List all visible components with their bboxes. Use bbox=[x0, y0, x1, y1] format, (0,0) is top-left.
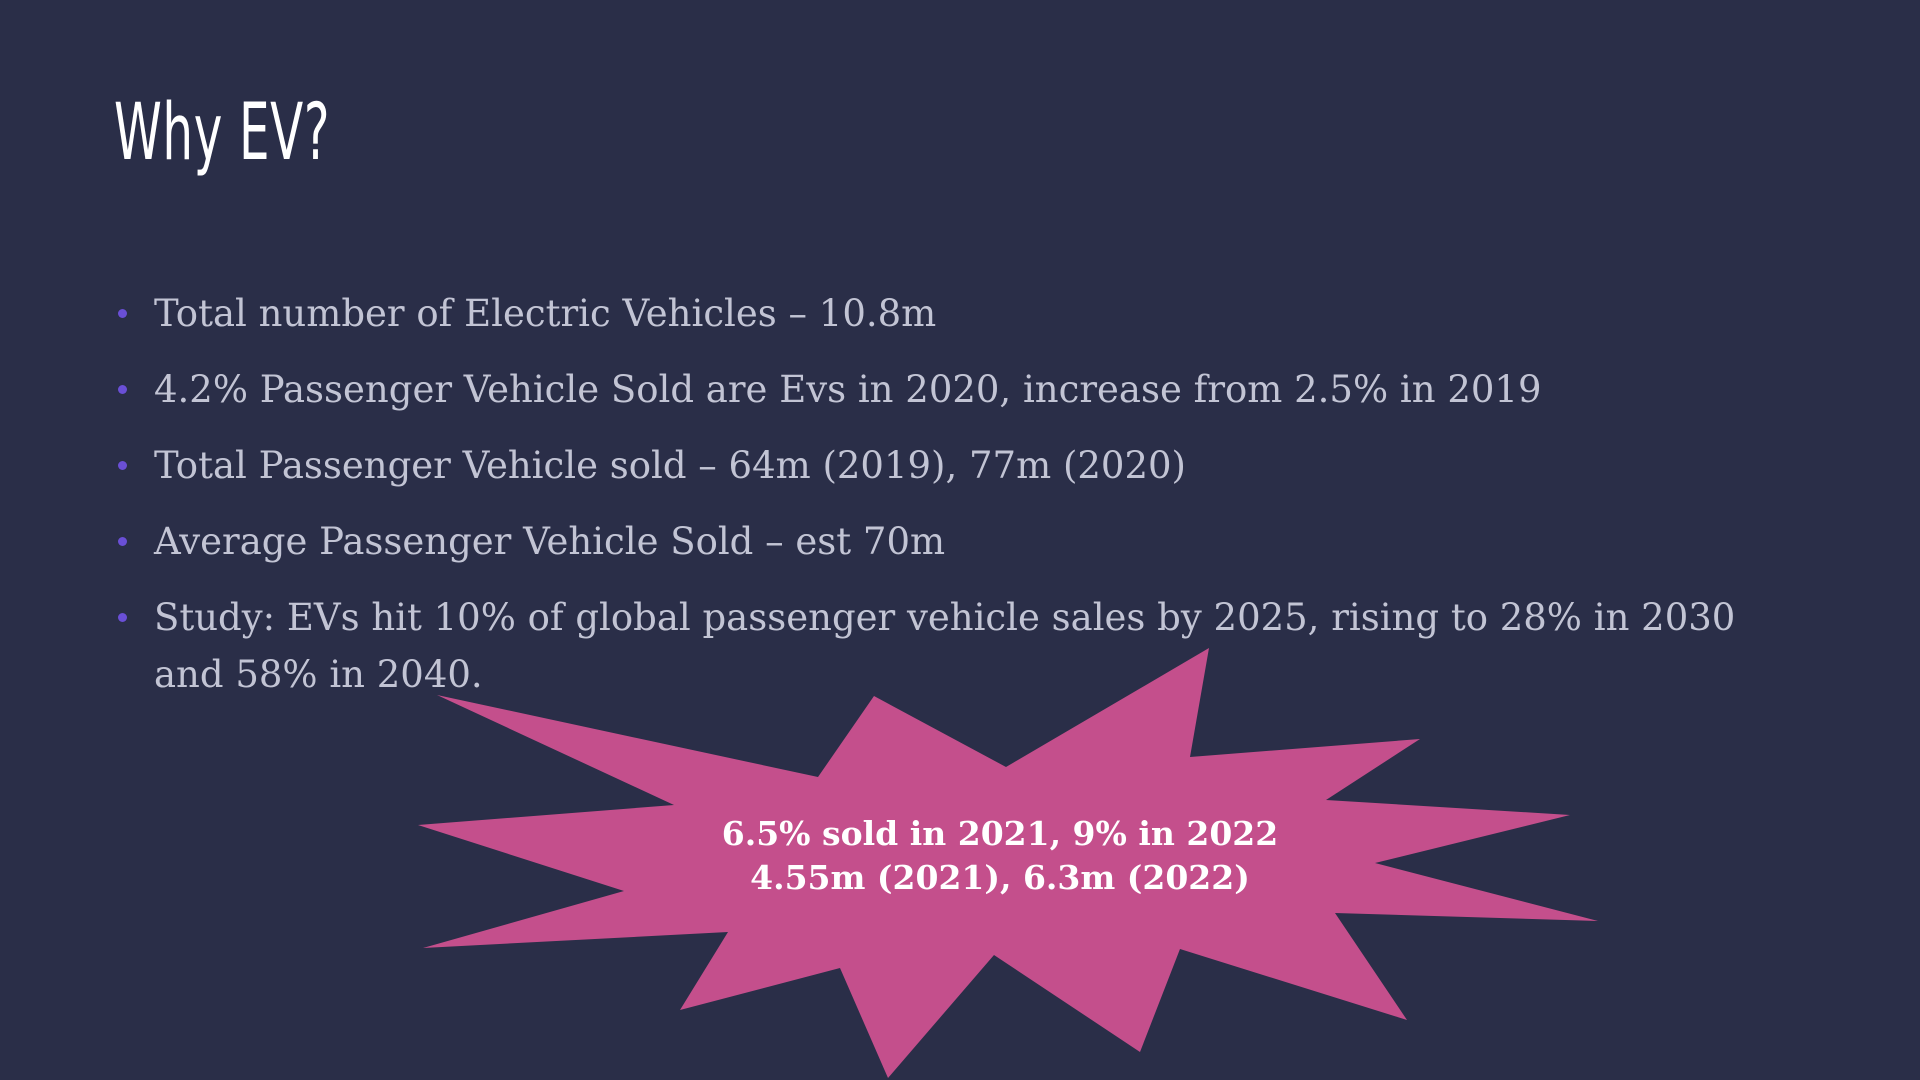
bullet-dot-icon bbox=[118, 537, 127, 546]
bullet-dot-icon bbox=[118, 385, 127, 394]
bullet-item: Total number of Electric Vehicles – 10.8… bbox=[114, 285, 1814, 342]
bullet-item: Study: EVs hit 10% of global passenger v… bbox=[114, 589, 1814, 703]
bullet-item: 4.2% Passenger Vehicle Sold are Evs in 2… bbox=[114, 361, 1814, 418]
callout-text: 6.5% sold in 2021, 9% in 2022 4.55m (202… bbox=[700, 812, 1300, 900]
bullet-text: Average Passenger Vehicle Sold – est 70m bbox=[154, 520, 946, 563]
callout-line-2: 4.55m (2021), 6.3m (2022) bbox=[750, 858, 1250, 897]
bullet-text: 4.2% Passenger Vehicle Sold are Evs in 2… bbox=[154, 368, 1542, 411]
bullet-dot-icon bbox=[118, 309, 127, 318]
bullet-dot-icon bbox=[118, 613, 127, 622]
bullet-text: Total Passenger Vehicle sold – 64m (2019… bbox=[154, 444, 1186, 487]
bullet-list: Total number of Electric Vehicles – 10.8… bbox=[114, 285, 1814, 722]
bullet-text: Study: EVs hit 10% of global passenger v… bbox=[154, 596, 1736, 696]
bullet-item: Total Passenger Vehicle sold – 64m (2019… bbox=[114, 437, 1814, 494]
bullet-dot-icon bbox=[118, 461, 127, 470]
slide-title: Why EV? bbox=[114, 88, 331, 178]
callout-line-1: 6.5% sold in 2021, 9% in 2022 bbox=[721, 814, 1279, 853]
bullet-text: Total number of Electric Vehicles – 10.8… bbox=[154, 292, 937, 335]
bullet-item: Average Passenger Vehicle Sold – est 70m bbox=[114, 513, 1814, 570]
